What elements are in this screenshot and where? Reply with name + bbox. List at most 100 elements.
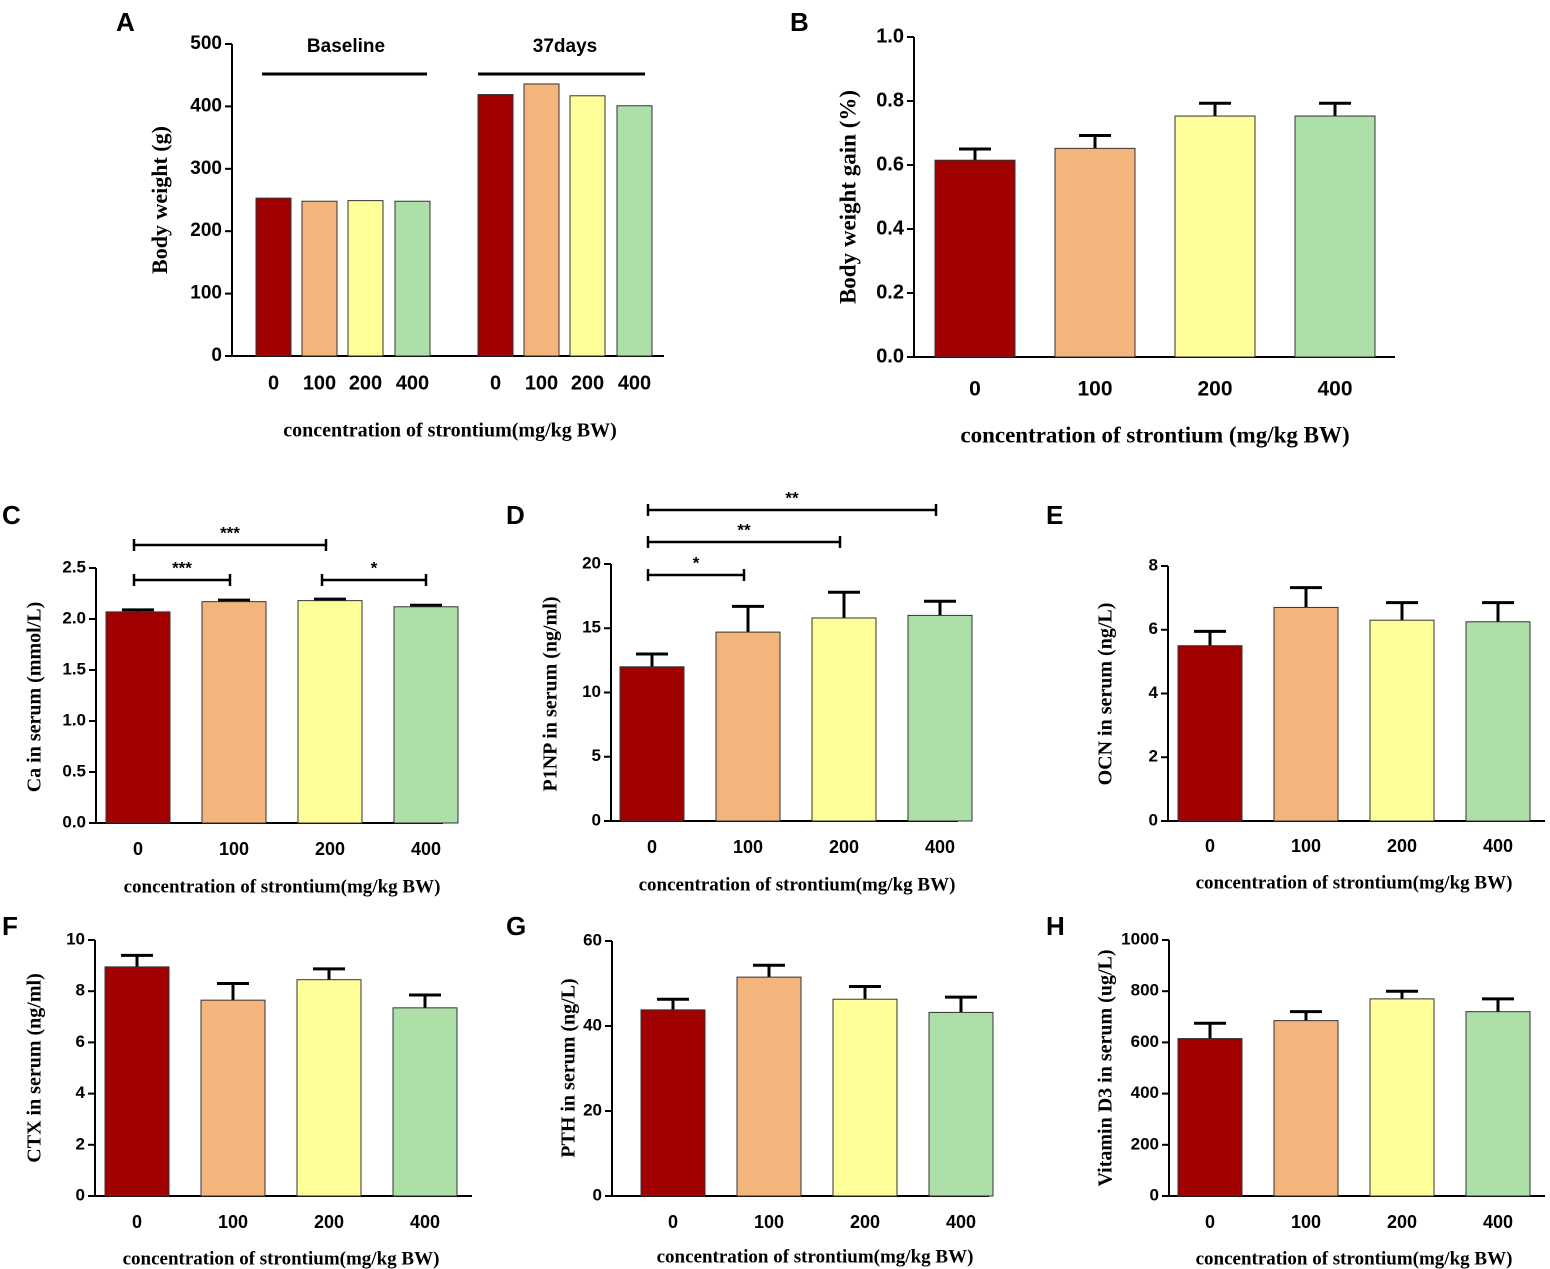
y-axis-label: Vitamin D3 in serum (ug/L) bbox=[1095, 949, 1117, 1186]
bar bbox=[104, 966, 170, 1197]
y-tick-label: 5 bbox=[592, 746, 601, 765]
bar bbox=[301, 200, 338, 357]
y-tick-label: 4 bbox=[1149, 683, 1159, 702]
y-tick-label: 0.2 bbox=[876, 281, 904, 303]
y-tick-label: 0.0 bbox=[876, 345, 904, 367]
bar bbox=[832, 998, 898, 1197]
bar bbox=[392, 1007, 458, 1197]
y-tick-label: 600 bbox=[1131, 1032, 1159, 1051]
panel-letter: C bbox=[2, 500, 21, 530]
y-tick-label: 1.5 bbox=[62, 659, 86, 678]
bar bbox=[477, 94, 514, 357]
y-tick-label: 20 bbox=[582, 553, 601, 572]
bar bbox=[715, 631, 781, 822]
y-tick-label: 0.8 bbox=[876, 89, 904, 111]
y-tick-label: 0.4 bbox=[876, 217, 905, 239]
y-tick-label: 800 bbox=[1131, 981, 1159, 1000]
x-tick-label: 200 bbox=[314, 1212, 344, 1232]
y-tick-label: 0 bbox=[592, 810, 601, 829]
y-tick-label: 500 bbox=[190, 33, 222, 54]
x-axis-label: concentration of strontium(mg/kg BW) bbox=[1196, 1248, 1513, 1269]
y-axis-label: PTH in serum (ng/L) bbox=[558, 978, 580, 1157]
panel-c: C 0.0 0.5 1.0 1.5 2.0 2.5 Ca in serum (mmol/L) c… bbox=[2, 500, 459, 897]
x-tick-label: 200 bbox=[1387, 836, 1417, 856]
y-tick-label: 200 bbox=[1131, 1134, 1159, 1153]
y-tick-label: 6 bbox=[1149, 619, 1158, 638]
x-tick-label: 100 bbox=[754, 1212, 784, 1232]
x-tick-label: 0 bbox=[133, 839, 143, 859]
y-tick-label: 400 bbox=[190, 95, 222, 116]
panel-letter: E bbox=[1046, 500, 1063, 530]
y-axis-label: Body weight gain (%) bbox=[835, 90, 860, 304]
x-tick-label: 400 bbox=[1317, 378, 1352, 401]
x-tick-label: 100 bbox=[525, 372, 558, 394]
y-tick-label: 8 bbox=[76, 981, 85, 1000]
x-axis-label: concentration of strontium(mg/kg BW) bbox=[639, 874, 956, 895]
bar bbox=[1465, 621, 1531, 822]
x-axis-label: concentration of strontium(mg/kg BW) bbox=[1196, 872, 1513, 893]
bar bbox=[1465, 1011, 1531, 1197]
bar bbox=[1177, 645, 1243, 822]
x-tick-label: 400 bbox=[925, 837, 955, 857]
y-tick-label: 60 bbox=[583, 930, 602, 949]
x-axis-label: concentration of strontium(mg/kg BW) bbox=[657, 1246, 974, 1267]
x-tick-label: 100 bbox=[1291, 1212, 1321, 1232]
significance-label: * bbox=[371, 558, 378, 577]
bar bbox=[640, 1009, 706, 1197]
y-axis-label: Ca in serum (mmol/L) bbox=[24, 602, 46, 793]
panel-f: F 0 2 4 6 8 10 CTX in serum (ng/ml) concentratio… bbox=[2, 911, 472, 1269]
x-tick-label: 200 bbox=[315, 839, 345, 859]
y-axis-label: OCN in serum (ng/L) bbox=[1095, 603, 1117, 786]
x-tick-label: 400 bbox=[410, 1212, 440, 1232]
y-tick-label: 40 bbox=[583, 1015, 602, 1034]
bar bbox=[1177, 1038, 1243, 1197]
panel-e: E 0 2 4 6 8 OCN in serum (ng/L) concentration o… bbox=[1046, 500, 1545, 893]
x-tick-label: 200 bbox=[850, 1212, 880, 1232]
x-tick-label: 200 bbox=[1197, 378, 1232, 401]
y-tick-label: 15 bbox=[582, 618, 601, 637]
y-tick-label: 200 bbox=[190, 220, 222, 241]
x-tick-label: 400 bbox=[396, 372, 429, 394]
bar bbox=[1273, 1020, 1339, 1197]
bar bbox=[393, 606, 459, 824]
y-tick-label: 0.0 bbox=[62, 812, 86, 831]
x-tick-label: 200 bbox=[829, 837, 859, 857]
x-axis-label: concentration of strontium (mg/kg BW) bbox=[960, 422, 1349, 447]
x-tick-label: 100 bbox=[303, 372, 336, 394]
y-tick-label: 0 bbox=[1149, 810, 1158, 829]
bar bbox=[934, 159, 1016, 358]
x-tick-label: 200 bbox=[571, 372, 604, 394]
y-tick-label: 2.5 bbox=[62, 557, 86, 576]
panel-letter: A bbox=[116, 7, 135, 37]
y-tick-label: 0 bbox=[211, 345, 222, 366]
y-tick-label: 100 bbox=[190, 283, 222, 304]
bar bbox=[616, 105, 653, 357]
bar bbox=[296, 979, 362, 1197]
x-tick-label: 100 bbox=[219, 839, 249, 859]
x-tick-label: 100 bbox=[1077, 378, 1112, 401]
panel-b: B 0.0 0.2 0.4 0.6 0.8 1.0 Body weight gain (%) c… bbox=[790, 7, 1395, 447]
panel-letter: B bbox=[790, 7, 809, 37]
x-axis-label: concentration of strontium(mg/kg BW) bbox=[124, 876, 441, 897]
bar bbox=[297, 600, 363, 824]
x-tick-label: 400 bbox=[618, 372, 651, 394]
panel-g: G 0 20 40 60 PTH in serum (ng/L) concentration… bbox=[506, 911, 994, 1267]
x-tick-label: 200 bbox=[349, 372, 382, 394]
bar bbox=[394, 200, 431, 357]
bar bbox=[736, 976, 802, 1197]
y-tick-label: 0.5 bbox=[62, 761, 86, 780]
significance-label: ** bbox=[737, 520, 751, 539]
bar bbox=[105, 611, 171, 824]
bar bbox=[347, 200, 384, 357]
bar bbox=[201, 601, 267, 824]
y-tick-label: 2.0 bbox=[62, 608, 86, 627]
y-tick-label: 2 bbox=[1149, 747, 1158, 766]
y-axis-label: P1NP in serum (ng/ml) bbox=[540, 597, 562, 792]
significance-label: ** bbox=[785, 488, 799, 507]
bar bbox=[255, 197, 292, 357]
group-label: 37days bbox=[533, 36, 597, 57]
y-axis-label: Body weight (g) bbox=[147, 126, 172, 274]
bar bbox=[523, 83, 560, 357]
